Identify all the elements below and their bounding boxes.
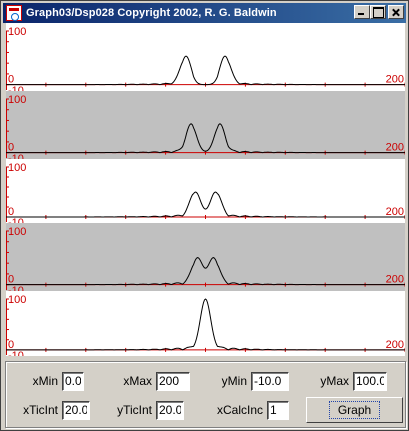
y-min-label: -10	[8, 153, 24, 159]
plot-background	[6, 91, 405, 159]
xcalcinc-control: xCalcInc	[211, 400, 289, 420]
plot-area: 100 0 -10 200 100 0 -10 200 100 0 -10 200 100 0 -10…	[6, 23, 405, 356]
y-zero-label: 0	[8, 206, 14, 218]
y-min-label: -10	[8, 350, 24, 356]
y-zero-label: 0	[8, 339, 14, 351]
window-title: Graph03/Dsp028 Copyright 2002, R. G. Bal…	[26, 7, 277, 19]
xcalcinc-input[interactable]	[267, 400, 289, 420]
xcalcinc-label: xCalcInc	[216, 403, 263, 417]
x-max-label: 200	[386, 206, 404, 218]
series-line	[6, 123, 405, 154]
plot-panel-2: 100 0 -10 200	[6, 91, 405, 159]
xmax-input[interactable]	[156, 371, 190, 391]
x-max-label: 200	[386, 74, 404, 86]
plot-background	[6, 159, 405, 223]
plot-svg: 100 0-10 200	[6, 23, 405, 91]
y-max-label: 100	[8, 94, 26, 106]
plot-panel-1: 100 0 -10 200	[6, 23, 405, 91]
graph-button[interactable]: Graph	[306, 397, 403, 423]
plot-background	[6, 23, 405, 91]
java-cup-icon[interactable]	[6, 5, 22, 21]
ymax-control: yMax	[311, 371, 387, 391]
plot-svg: 100 0-10 200	[6, 159, 405, 223]
series-line	[6, 257, 405, 286]
yticint-control: yTicInt	[114, 400, 184, 420]
window-controls	[354, 5, 404, 19]
series-line	[6, 191, 405, 218]
x-max-label: 200	[386, 274, 404, 286]
plot-svg: 100 0-10 200	[6, 91, 405, 159]
xmax-control: xMax	[114, 371, 190, 391]
y-zero-label: 0	[8, 74, 14, 86]
maximize-icon[interactable]	[370, 5, 386, 19]
graph-button-label: Graph	[328, 401, 381, 419]
y-max-label: 100	[8, 26, 26, 38]
plot-panel-4: 100 0 -10 200	[6, 223, 405, 291]
ymin-input[interactable]	[251, 371, 289, 391]
series-line	[6, 298, 405, 351]
xticint-label: xTicInt	[23, 403, 58, 417]
xmax-label: xMax	[123, 374, 152, 388]
ymax-label: yMax	[320, 374, 349, 388]
y-max-label: 100	[8, 162, 26, 174]
plot-background	[6, 223, 405, 291]
x-max-label: 200	[386, 142, 404, 154]
xmin-control: xMin	[14, 371, 84, 391]
plot-panel-5: 100 0 -10 200	[6, 291, 405, 356]
ymin-label: yMin	[221, 374, 247, 388]
xticint-control: xTicInt	[14, 400, 90, 420]
y-min-label: -10	[8, 285, 24, 291]
xmin-label: xMin	[32, 374, 58, 388]
ymax-input[interactable]	[353, 371, 387, 391]
y-zero-label: 0	[8, 274, 14, 286]
plot-panel-3: 100 0 -10 200	[6, 159, 405, 223]
plot-background	[6, 291, 405, 356]
y-min-label: -10	[8, 217, 24, 223]
plot-svg: 100 0-10 200	[6, 223, 405, 291]
y-zero-label: 0	[8, 142, 14, 154]
x-max-label: 200	[386, 339, 404, 351]
yticint-label: yTicInt	[117, 403, 152, 417]
xmin-input[interactable]	[62, 371, 84, 391]
yticint-input[interactable]	[156, 400, 184, 420]
plot-svg: 100 0-10 200	[6, 291, 405, 356]
title-bar[interactable]: Graph03/Dsp028 Copyright 2002, R. G. Bal…	[3, 3, 406, 23]
control-panel: xMin xMax yMin yMax xTicInt yTicInt xCal…	[5, 361, 406, 428]
y-max-label: 100	[8, 294, 26, 306]
series-line	[6, 55, 405, 86]
xticint-input[interactable]	[62, 400, 90, 420]
y-max-label: 100	[8, 226, 26, 238]
minimize-icon[interactable]	[354, 5, 370, 19]
ymin-control: yMin	[211, 371, 289, 391]
close-icon[interactable]	[388, 5, 404, 19]
y-min-label: -10	[8, 85, 24, 91]
